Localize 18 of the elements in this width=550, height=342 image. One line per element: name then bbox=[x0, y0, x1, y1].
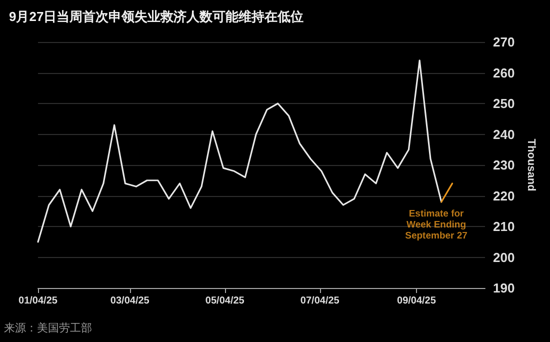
y-tick-label: 260 bbox=[493, 65, 515, 80]
source-note: 来源：美国劳工部 bbox=[4, 322, 92, 334]
chart-title: 9月27日当周首次申领失业救济人数可能维持在低位 bbox=[9, 9, 304, 24]
y-tick-label: 200 bbox=[493, 250, 515, 265]
x-tick-label: 07/04/25 bbox=[300, 296, 340, 306]
y-tick-label: 210 bbox=[493, 219, 515, 234]
y-axis-title: Thousand bbox=[525, 138, 538, 192]
annotation: Estimate for Week Ending September 27 bbox=[405, 208, 468, 242]
y-tick-label: 240 bbox=[493, 126, 515, 142]
x-tick-label: 01/04/25 bbox=[18, 296, 58, 306]
y-tick-label: 190 bbox=[493, 280, 515, 296]
y-tick-label: 250 bbox=[493, 96, 515, 111]
x-tick-label: 09/04/25 bbox=[397, 296, 436, 306]
y-tick-label: 270 bbox=[493, 34, 515, 50]
y-tick-label: 220 bbox=[493, 188, 515, 204]
x-tick-label: 03/04/25 bbox=[110, 296, 150, 306]
y-tick-label: 230 bbox=[493, 158, 515, 172]
x-tick-label: 05/04/25 bbox=[205, 296, 245, 306]
